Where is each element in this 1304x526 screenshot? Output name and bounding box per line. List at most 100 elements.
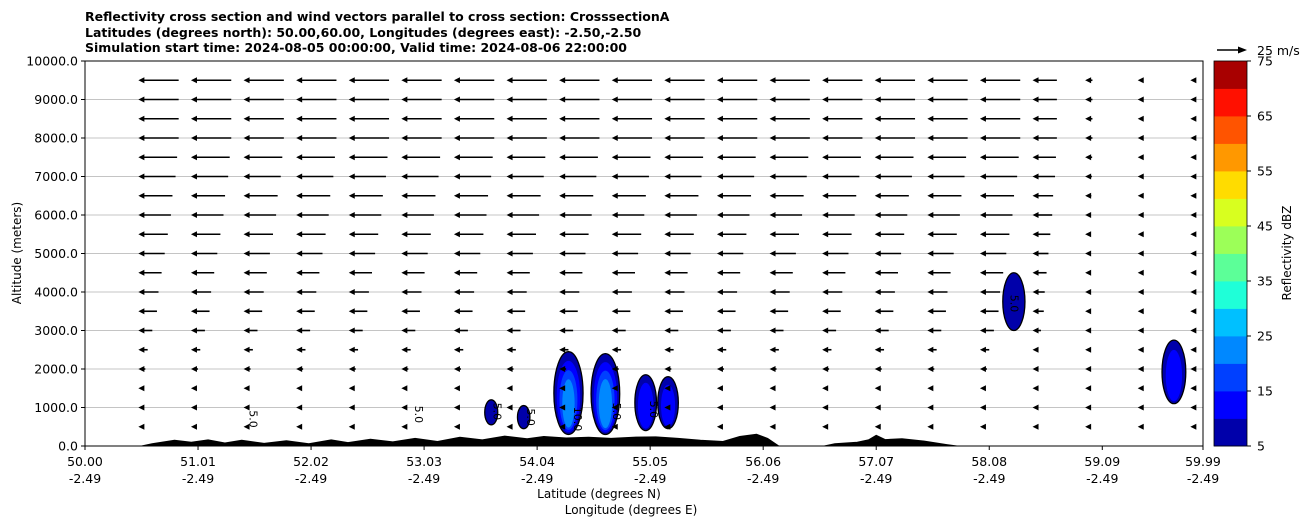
wind-vector-head	[927, 346, 934, 353]
wind-vector-head	[874, 154, 881, 161]
wind-vector-head	[453, 192, 460, 199]
colorbar-label: Reflectivity dBZ	[1280, 206, 1294, 301]
wind-vector-head	[1190, 327, 1197, 334]
wind-vector-head	[1137, 366, 1144, 372]
wind-vector-head	[664, 423, 671, 430]
x-axis-label-lon: Longitude (degrees E)	[565, 503, 698, 517]
wind-vector-head	[348, 308, 355, 315]
wind-vector-head	[506, 385, 513, 392]
wind-vector-head	[506, 327, 513, 334]
wind-vector-head	[559, 231, 566, 238]
wind-vector-head	[611, 154, 618, 161]
wind-vector-head	[716, 346, 723, 353]
wind-vector-head	[348, 327, 355, 334]
wind-vector-head	[506, 192, 513, 199]
wind-vector-head	[401, 96, 408, 103]
wind-vector-head	[979, 366, 986, 372]
wind-vector-head	[1190, 423, 1197, 430]
wind-vector-head	[506, 115, 513, 122]
wind-vector-head	[401, 250, 408, 257]
title-line-2: Latitudes (degrees north): 50.00,60.00, …	[85, 24, 642, 40]
wind-vector-head	[348, 269, 355, 276]
wind-vector-head	[716, 173, 723, 180]
colorbar-segment	[1214, 363, 1247, 392]
wind-vector-head	[874, 250, 881, 257]
wind-vector-head	[979, 135, 986, 141]
wind-vector-head	[822, 346, 829, 353]
contour-label: 10.0	[571, 407, 584, 432]
wind-vector-head	[1085, 115, 1092, 122]
wind-vector-head	[664, 115, 671, 122]
colorbar-tick-label: 55	[1257, 164, 1273, 179]
wind-vector-head	[822, 154, 829, 161]
wind-vector-head	[559, 77, 566, 84]
x-axis-label-lat: Latitude (degrees N)	[537, 487, 661, 501]
x-tick-label-lon: -2.49	[408, 471, 440, 486]
wind-vector-head	[348, 346, 355, 353]
wind-vector-head	[296, 366, 303, 372]
wind-vector-head	[506, 404, 513, 411]
wind-vector-head	[243, 423, 250, 430]
wind-vector-head	[401, 346, 408, 353]
wind-vector-head	[769, 404, 776, 411]
colorbar-segment	[1214, 143, 1247, 172]
wind-vector-head	[822, 404, 829, 411]
wind-vector-head	[716, 385, 723, 392]
wind-vector-head	[927, 385, 934, 392]
contour-label: 5.0	[1008, 295, 1021, 313]
wind-vector-head	[716, 423, 723, 430]
wind-vector-head	[559, 327, 566, 334]
wind-vector-head	[1190, 385, 1197, 392]
contour-label: 5.0	[412, 406, 425, 424]
wind-vector-head	[927, 192, 934, 199]
wind-vector-head	[190, 327, 197, 334]
wind-vector-head	[348, 250, 355, 257]
wind-vector-head	[190, 289, 197, 295]
wind-vector-head	[979, 385, 986, 392]
x-tick-label-lon: -2.49	[69, 471, 101, 486]
wind-vector-head	[401, 231, 408, 238]
wind-vector-head	[1032, 115, 1039, 122]
y-tick-label: 8000.0	[34, 131, 78, 146]
wind-vector-head	[243, 115, 250, 122]
wind-vector-head	[664, 212, 671, 218]
wind-vector-head	[664, 135, 671, 141]
wind-vector-head	[190, 173, 197, 180]
wind-vector-head	[296, 327, 303, 334]
wind-vector-head	[769, 327, 776, 334]
wind-vector-head	[927, 135, 934, 141]
wind-vector-head	[822, 269, 829, 276]
wind-vector-head	[506, 269, 513, 276]
wind-vector-head	[453, 269, 460, 276]
wind-vector-head	[348, 289, 355, 295]
wind-vector-head	[190, 404, 197, 411]
wind-vector-head	[296, 154, 303, 161]
wind-vector-head	[1085, 77, 1092, 84]
wind-vector-head	[1085, 173, 1092, 180]
wind-vector-head	[190, 154, 197, 161]
wind-vector-head	[927, 269, 934, 276]
wind-vector-head	[927, 173, 934, 180]
wind-vector-head	[1032, 77, 1039, 84]
wind-vector-head	[874, 269, 881, 276]
wind-vector-head	[506, 173, 513, 180]
wind-vector-head	[506, 366, 513, 372]
x-tick-label-lon: -2.49	[1187, 471, 1219, 486]
wind-vector-head	[611, 231, 618, 238]
wind-vector-head	[1137, 173, 1144, 180]
wind-vector-head	[979, 212, 986, 218]
wind-vector-head	[1137, 308, 1144, 315]
wind-vector-head	[348, 385, 355, 392]
reflectivity-contour	[1165, 349, 1183, 402]
wind-vector-head	[979, 308, 986, 315]
wind-vector-head	[401, 423, 408, 430]
wind-vector-head	[1032, 269, 1039, 276]
y-tick-label: 3000.0	[34, 323, 78, 338]
wind-vector-head	[243, 212, 250, 218]
wind-vector-head	[611, 115, 618, 122]
x-tick-label-lon: -2.49	[860, 471, 892, 486]
contour-label: 5.0	[610, 403, 623, 421]
title-line-1: Reflectivity cross section and wind vect…	[85, 9, 670, 24]
wind-vector-head	[401, 173, 408, 180]
wind-vector-head	[769, 385, 776, 392]
